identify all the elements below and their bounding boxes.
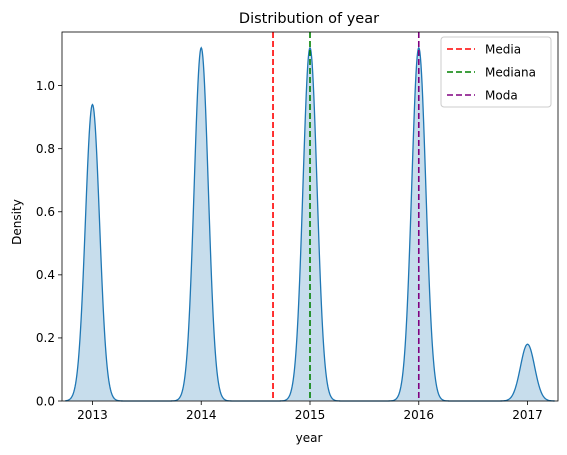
y-tick-label: 0.2 — [36, 331, 55, 345]
y-tick-label: 0.8 — [36, 142, 55, 156]
y-tick-label: 0.4 — [36, 268, 55, 282]
y-tick-label: 1.0 — [36, 79, 55, 93]
x-axis: 2013 2014 2015 2016 2017 — [77, 401, 543, 422]
chart-title: Distribution of year — [239, 11, 379, 27]
x-tick-label: 2016 — [403, 408, 434, 422]
y-axis-label: Density — [10, 199, 24, 245]
x-axis-label: year — [296, 431, 323, 445]
legend-label-moda: Moda — [485, 88, 518, 102]
legend: Media Mediana Moda — [440, 36, 552, 108]
y-axis: 0.0 0.2 0.4 0.6 0.8 1.0 — [36, 79, 62, 408]
x-tick-label: 2015 — [295, 408, 326, 422]
legend-label-media: Media — [485, 42, 521, 56]
x-tick-label: 2013 — [77, 408, 108, 422]
x-tick-label: 2014 — [186, 408, 217, 422]
legend-label-mediana: Mediana — [485, 65, 536, 79]
reference-lines — [272, 32, 420, 401]
y-tick-label: 0.0 — [36, 394, 55, 408]
y-tick-label: 0.6 — [36, 205, 55, 219]
x-tick-label: 2017 — [512, 408, 543, 422]
legend-box — [440, 36, 552, 108]
